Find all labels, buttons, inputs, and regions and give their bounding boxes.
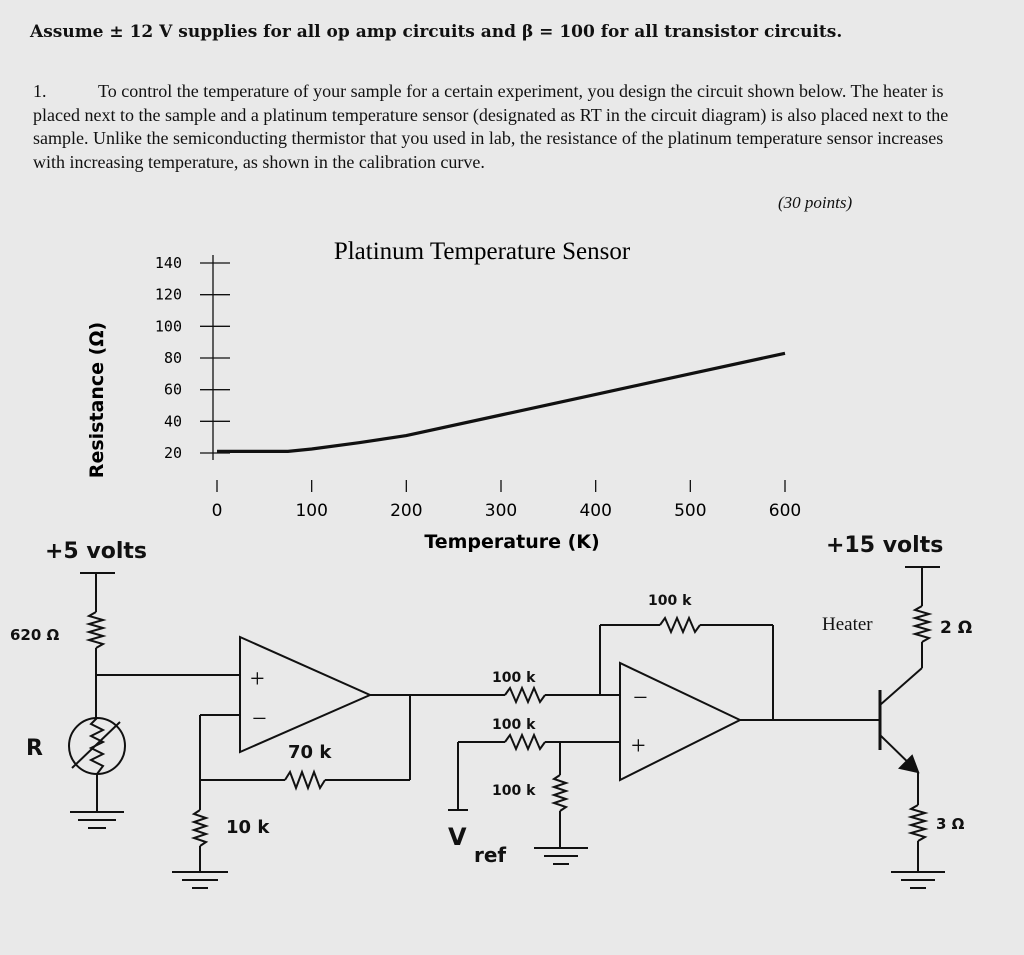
x-tick-label: 600 <box>769 501 801 521</box>
y-tick-label: 80 <box>164 349 182 367</box>
resistor-100k-a-icon <box>504 685 546 705</box>
resistor-70k-icon <box>284 769 326 791</box>
y-tick-group: 140 120 100 80 60 40 20 <box>155 254 230 462</box>
r-emitter-label: 3 Ω <box>936 815 965 833</box>
opamp1-minus: − <box>252 704 267 733</box>
problem-text: To control the temperature of your sampl… <box>33 81 949 172</box>
opamp1-plus: + <box>250 664 265 693</box>
r100k-fb-label: 100 k <box>648 593 692 609</box>
supply-5v-label: +5 volts <box>45 539 147 564</box>
assumptions-header: Assume ± 12 V supplies for all op amp ci… <box>30 22 843 42</box>
r620-label: 620 Ω <box>10 626 60 644</box>
r100k-b-label: 100 k <box>492 717 536 733</box>
x-tick-group: 0 100 200 300 400 500 600 <box>212 480 801 521</box>
calibration-chart: Platinum Temperature Sensor 140 120 100 80 6… <box>86 238 801 553</box>
sensor-zigzag <box>88 717 106 775</box>
transistor-collector <box>879 667 923 706</box>
r-heater-label: 2 Ω <box>940 618 972 638</box>
y-tick-label: 120 <box>155 286 182 304</box>
vref-label: V <box>448 823 467 851</box>
heater-resistor-icon <box>911 605 933 643</box>
x-tick-label: 0 <box>212 501 223 521</box>
resistor-10k-icon <box>190 809 210 847</box>
r70k-label: 70 k <box>288 742 332 763</box>
r100k-c-label: 100 k <box>492 783 536 799</box>
vref-sub-label: ref <box>474 843 506 867</box>
x-axis-label: Temperature (K) <box>424 531 599 553</box>
chart-title: Platinum Temperature Sensor <box>334 238 631 265</box>
x-tick-label: 400 <box>579 501 611 521</box>
heater-label: Heater <box>822 614 873 635</box>
x-tick-label: 100 <box>295 501 327 521</box>
resistor-100k-fb-icon <box>659 615 701 635</box>
y-tick-label: 40 <box>164 412 182 430</box>
opamp2-minus: − <box>633 683 648 712</box>
x-tick-label: 200 <box>390 501 422 521</box>
r100k-a-label: 100 k <box>492 670 536 686</box>
y-tick-label: 60 <box>164 381 182 399</box>
y-tick-label: 20 <box>164 444 182 462</box>
resistor-620-icon <box>85 611 107 649</box>
calibration-curve <box>217 351 786 453</box>
points-label: (30 points) <box>778 193 853 212</box>
problem-number: 1. <box>33 81 47 101</box>
x-tick-label: 500 <box>674 501 706 521</box>
y-tick-label: 100 <box>155 317 182 335</box>
r10k-label: 10 k <box>226 817 270 838</box>
emitter-resistor-icon <box>907 804 929 842</box>
circuit-diagram: +5 volts 620 Ω R + − 70 k 10 k <box>10 533 972 889</box>
sensor-label: R <box>26 736 43 761</box>
opamp1-icon <box>239 635 373 754</box>
emitter-arrow-icon <box>898 754 920 774</box>
resistor-100k-b-icon <box>504 732 546 752</box>
problem-statement: 1. To control the temperature of your sam… <box>33 80 978 174</box>
supply-15v-label: +15 volts <box>826 533 943 558</box>
x-tick-label: 300 <box>485 501 517 521</box>
y-axis-label: Resistance (Ω) <box>86 322 108 478</box>
opamp2-icon <box>619 661 743 782</box>
resistor-100k-c-icon <box>550 774 570 812</box>
opamp2-plus: + <box>631 731 646 760</box>
sensor-arrow <box>71 721 121 769</box>
y-tick-label: 140 <box>155 254 182 272</box>
